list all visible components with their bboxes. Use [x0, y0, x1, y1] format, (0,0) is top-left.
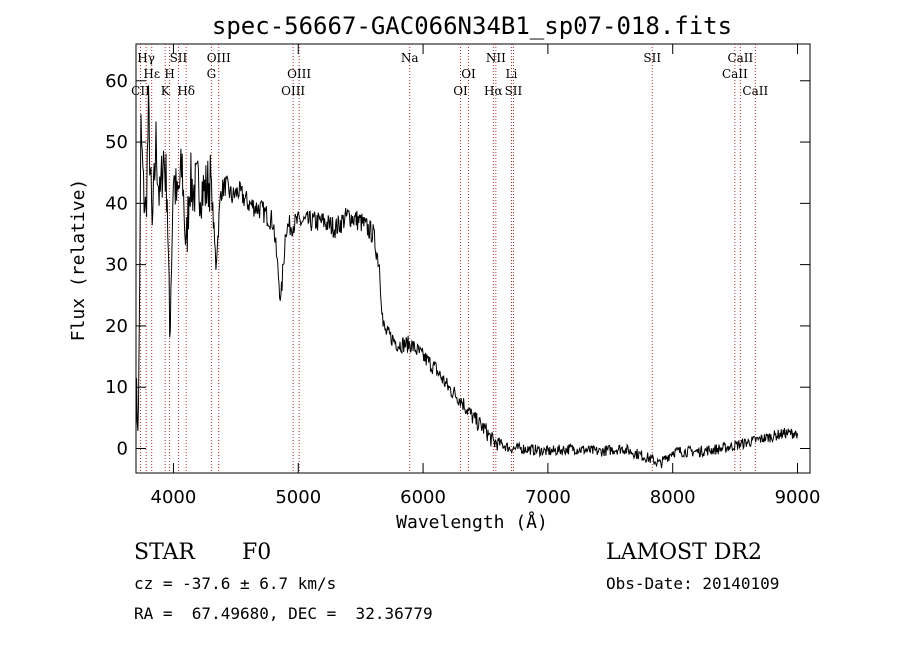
y-tick-label: 0 [117, 438, 128, 459]
y-tick-label: 40 [105, 193, 128, 214]
subclass: F0 [242, 540, 272, 565]
line-marker-label: Na [401, 51, 419, 65]
y-tick-label: 50 [105, 132, 128, 153]
line-marker-label: CaII [722, 67, 748, 81]
y-axis-label: Flux (relative) [68, 179, 89, 342]
axis-ticks [136, 44, 810, 473]
line-marker-label: SII [505, 84, 523, 98]
line-marker-label: Hγ [137, 51, 155, 65]
x-tick-label: 9000 [775, 487, 821, 508]
line-marker-label: CaII [742, 84, 768, 98]
line-marker-labels: Hγ Hε CII KH SII Hδ OIII G OIII OIII Na OI OI NII HαLi… [131, 51, 768, 98]
object-class: STAR [134, 540, 195, 565]
line-marker-label: Li [506, 67, 518, 81]
survey-name: LAMOST DR2 [606, 540, 762, 565]
y-tick-label: 30 [105, 255, 128, 276]
line-marker-label: G [207, 67, 217, 81]
line-marker-label: K [161, 84, 171, 98]
coordinates: RA = 67.49680, DEC = 32.36779 [134, 604, 433, 623]
line-marker-label: CaII [727, 51, 753, 65]
line-markers [139, 44, 756, 473]
line-marker-label: Hα [484, 84, 503, 98]
line-marker-label: OIII [207, 51, 231, 65]
line-marker-label: H [164, 67, 174, 81]
y-tick-label: 20 [105, 316, 128, 337]
axis-tick-labels: 4000 5000 6000 7000 8000 9000 0 10 20 30 40 50 60 [105, 71, 820, 508]
x-tick-label: 4000 [151, 487, 197, 508]
line-marker-label: SII [170, 51, 188, 65]
observation-date: Obs-Date: 20140109 [606, 574, 780, 593]
line-marker-label: CII [131, 84, 150, 98]
x-axis-label: Wavelength (Å) [396, 511, 548, 533]
y-tick-label: 60 [105, 71, 128, 92]
line-marker-label: Hδ [177, 84, 195, 98]
x-tick-label: 6000 [400, 487, 446, 508]
x-tick-label: 7000 [525, 487, 571, 508]
line-marker-label: NII [486, 51, 506, 65]
x-tick-label: 5000 [275, 487, 321, 508]
chart-title: spec-56667-GAC066N34B1_sp07-018.fits [212, 12, 732, 40]
spectrum-line [135, 85, 798, 469]
line-marker-label: SII [643, 51, 661, 65]
plot-frame [135, 43, 811, 474]
line-marker-label: OIII [287, 67, 311, 81]
line-marker-label: OI [453, 84, 468, 98]
y-tick-label: 10 [105, 377, 128, 398]
line-marker-label: OIII [281, 84, 305, 98]
line-marker-label: OI [461, 67, 476, 81]
redshift-velocity: cz = -37.6 ± 6.7 km/s [134, 574, 337, 593]
line-marker-label: Hε [143, 67, 160, 81]
x-tick-label: 8000 [650, 487, 696, 508]
